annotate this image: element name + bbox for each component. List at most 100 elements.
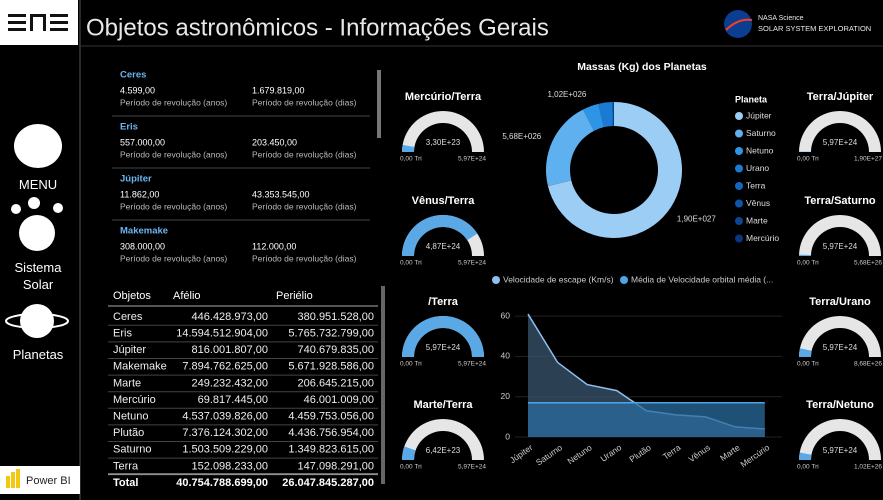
gauge-value: 5,97E+24 — [823, 446, 858, 455]
gauge-fill — [402, 316, 484, 357]
table-cell: Mercúrio — [113, 394, 156, 406]
table-scrollbar[interactable] — [381, 286, 385, 484]
chart-title: Massas (Kg) dos Planetas — [577, 61, 707, 73]
card-days-label: Período de revolução (dias) — [252, 149, 357, 159]
table-cell: 740.679.835,00 — [298, 344, 374, 356]
table-cell: 7.376.124.302,00 — [182, 427, 268, 439]
gauge-title: Vênus/Terra — [412, 195, 476, 207]
x-tick-label: Júpiter — [508, 442, 535, 465]
nasa-logo — [724, 10, 752, 38]
card-days-label: Período de revolução (dias) — [252, 201, 357, 211]
card-years: 308.000,00 — [120, 241, 165, 251]
gauge-title: Marte/Terra — [413, 399, 473, 411]
gauge-value: 5,97E+24 — [823, 242, 858, 251]
gauge-track — [402, 111, 484, 152]
table-header: Afélio — [173, 290, 201, 302]
card-days-label: Período de revolução (dias) — [252, 253, 357, 263]
table-total: 26.047.845.287,00 — [282, 477, 374, 489]
legend-swatch — [735, 217, 743, 225]
table-cell: 380.951.528,00 — [298, 311, 374, 323]
card-years-label: Período de revolução (anos) — [120, 149, 227, 159]
logo — [8, 14, 68, 31]
table-cell: 4.459.753.056,00 — [288, 411, 374, 423]
table-cell: 1.349.823.615,00 — [288, 444, 374, 456]
gauge-fill — [799, 348, 812, 357]
gauge-fill — [799, 254, 812, 256]
gauge-max: 5,97E+24 — [458, 361, 486, 368]
page-title: Objetos astronômicos - Informações Gerai… — [86, 14, 549, 41]
donut-value-label: 1,02E+026 — [547, 90, 586, 99]
gauge-track — [799, 215, 881, 256]
planets-label[interactable]: Planetas — [12, 347, 64, 362]
table-cell: 46.001.009,00 — [304, 394, 374, 406]
gauge-track — [402, 419, 484, 460]
solar-system-label[interactable]: Sistema Solar — [14, 260, 62, 292]
y-tick-label: 0 — [505, 431, 510, 441]
legend-swatch — [735, 234, 743, 243]
table-cell: 206.645.215,00 — [298, 377, 374, 389]
x-tick-label: Vênus — [687, 442, 712, 464]
legend-swatch — [735, 182, 743, 190]
legend-label: Vênus — [746, 198, 770, 208]
table-cell: 5.765.732.799,00 — [288, 328, 374, 340]
legend-swatch — [620, 276, 628, 284]
table-cell: Terra — [113, 460, 139, 472]
gauge-value: 6,42E+23 — [426, 446, 461, 455]
card-years-label: Período de revolução (anos) — [120, 201, 227, 211]
gauge-track — [799, 316, 881, 357]
card-days: 43.353.545,00 — [252, 189, 310, 199]
gauge-value: 5,97E+24 — [823, 343, 858, 352]
gauge-track — [799, 419, 881, 460]
table-cell: Marte — [113, 377, 141, 389]
table-cell: 1.503.509.229,00 — [182, 444, 268, 456]
donut-slice — [612, 102, 614, 127]
gauge-title: Terra/Júpiter — [807, 91, 874, 103]
card-name: Makemake — [120, 226, 168, 237]
table-cell: 69.817.445,00 — [198, 394, 268, 406]
table-cell: Netuno — [113, 411, 148, 423]
donut-value-label: 1,90E+027 — [677, 215, 716, 224]
planets-icon[interactable] — [5, 304, 69, 338]
nasa-line-1: NASA Science — [758, 15, 804, 22]
card-days-label: Período de revolução (dias) — [252, 97, 357, 107]
gauge-value: 4,87E+24 — [426, 242, 461, 251]
gauge-max: 5,97E+24 — [458, 260, 486, 267]
card-days: 112.000,00 — [252, 241, 296, 251]
table-cell: 152.098.233,00 — [192, 460, 268, 472]
legend-swatch — [735, 147, 743, 155]
card-name: Ceres — [120, 70, 146, 81]
gauge-min: 0,00 Tri — [797, 361, 819, 368]
table-total: Total — [113, 477, 138, 489]
card-years-label: Período de revolução (anos) — [120, 97, 227, 107]
card-name: Júpiter — [120, 174, 152, 185]
area-fill — [528, 402, 765, 437]
table-cell: 7.894.762.625,00 — [182, 361, 268, 373]
legend-label: Saturno — [746, 128, 776, 138]
cards-scrollbar[interactable] — [377, 70, 381, 138]
table-cell: 5.671.928.586,00 — [288, 361, 374, 373]
menu-label[interactable]: MENU — [18, 177, 58, 192]
gauge-max: 5,97E+24 — [458, 156, 486, 163]
solar-system-icon[interactable] — [11, 197, 63, 251]
legend-swatch — [735, 199, 743, 208]
card-years: 557.000,00 — [120, 137, 165, 147]
card-years: 11.862,00 — [120, 189, 159, 199]
gauge-min: 0,00 Tri — [400, 361, 422, 368]
x-tick-label: Netuno — [565, 442, 593, 466]
powerbi-label[interactable]: Power BI — [26, 475, 71, 487]
nasa-swoosh — [725, 18, 753, 31]
gauge-value: 3,30E+23 — [426, 138, 461, 147]
gauge-title: /Terra — [428, 296, 459, 308]
gauge-fill — [402, 215, 478, 256]
gauge-value: 5,97E+24 — [823, 138, 858, 147]
menu-icon[interactable] — [14, 124, 62, 168]
card-years-label: Período de revolução (anos) — [120, 253, 227, 263]
card-days: 1.679.819,00 — [252, 85, 305, 95]
gauge-min: 0,00 Tri — [400, 464, 422, 471]
table-cell: Eris — [113, 328, 132, 340]
gauge-track — [799, 111, 881, 152]
card-years: 4.599,00 — [120, 85, 155, 95]
gauge-max: 8,68E+26 — [854, 361, 882, 368]
legend-label: Júpiter — [746, 110, 772, 120]
